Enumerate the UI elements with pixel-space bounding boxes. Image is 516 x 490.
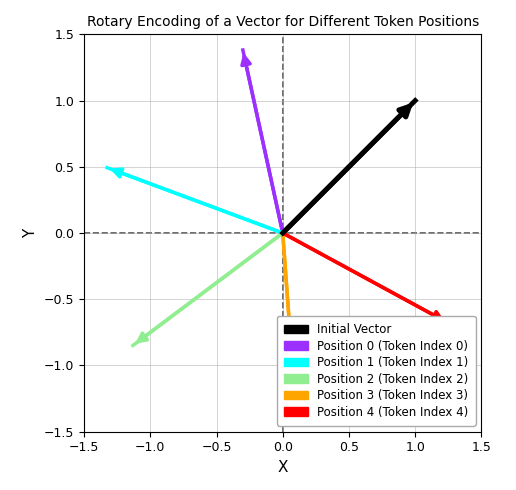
- Y-axis label: Y: Y: [23, 228, 38, 238]
- Legend: Initial Vector, Position 0 (Token Index 0), Position 1 (Token Index 1), Position: Initial Vector, Position 0 (Token Index …: [277, 316, 476, 426]
- Title: Rotary Encoding of a Vector for Different Token Positions: Rotary Encoding of a Vector for Differen…: [87, 15, 479, 29]
- X-axis label: X: X: [278, 460, 288, 475]
